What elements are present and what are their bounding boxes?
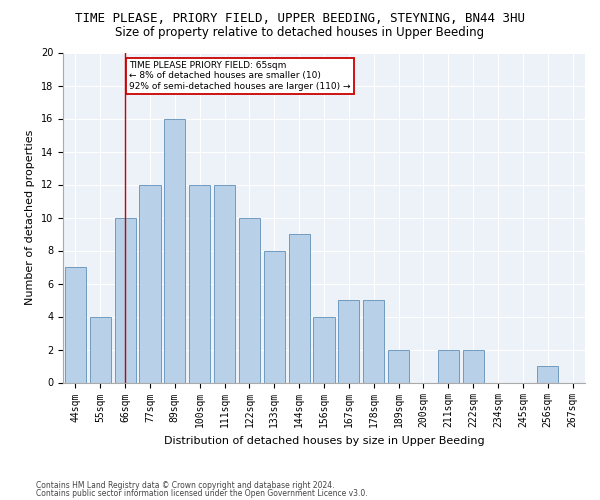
Text: Contains HM Land Registry data © Crown copyright and database right 2024.: Contains HM Land Registry data © Crown c…	[36, 481, 335, 490]
Y-axis label: Number of detached properties: Number of detached properties	[25, 130, 35, 305]
Bar	[214, 184, 235, 382]
Bar	[338, 300, 359, 382]
Bar	[313, 316, 335, 382]
Bar	[164, 118, 185, 382]
Bar	[65, 267, 86, 382]
Bar	[264, 250, 285, 382]
X-axis label: Distribution of detached houses by size in Upper Beeding: Distribution of detached houses by size …	[164, 436, 484, 446]
Bar	[239, 218, 260, 382]
Text: TIME PLEASE, PRIORY FIELD, UPPER BEEDING, STEYNING, BN44 3HU: TIME PLEASE, PRIORY FIELD, UPPER BEEDING…	[75, 12, 525, 26]
Bar	[438, 350, 459, 382]
Bar	[363, 300, 384, 382]
Bar	[139, 184, 161, 382]
Bar	[537, 366, 558, 382]
Bar	[388, 350, 409, 382]
Bar	[115, 218, 136, 382]
Text: Contains public sector information licensed under the Open Government Licence v3: Contains public sector information licen…	[36, 488, 368, 498]
Bar	[289, 234, 310, 382]
Bar	[90, 316, 111, 382]
Bar	[189, 184, 210, 382]
Text: Size of property relative to detached houses in Upper Beeding: Size of property relative to detached ho…	[115, 26, 485, 39]
Text: TIME PLEASE PRIORY FIELD: 65sqm
← 8% of detached houses are smaller (10)
92% of : TIME PLEASE PRIORY FIELD: 65sqm ← 8% of …	[129, 60, 350, 90]
Bar	[463, 350, 484, 382]
